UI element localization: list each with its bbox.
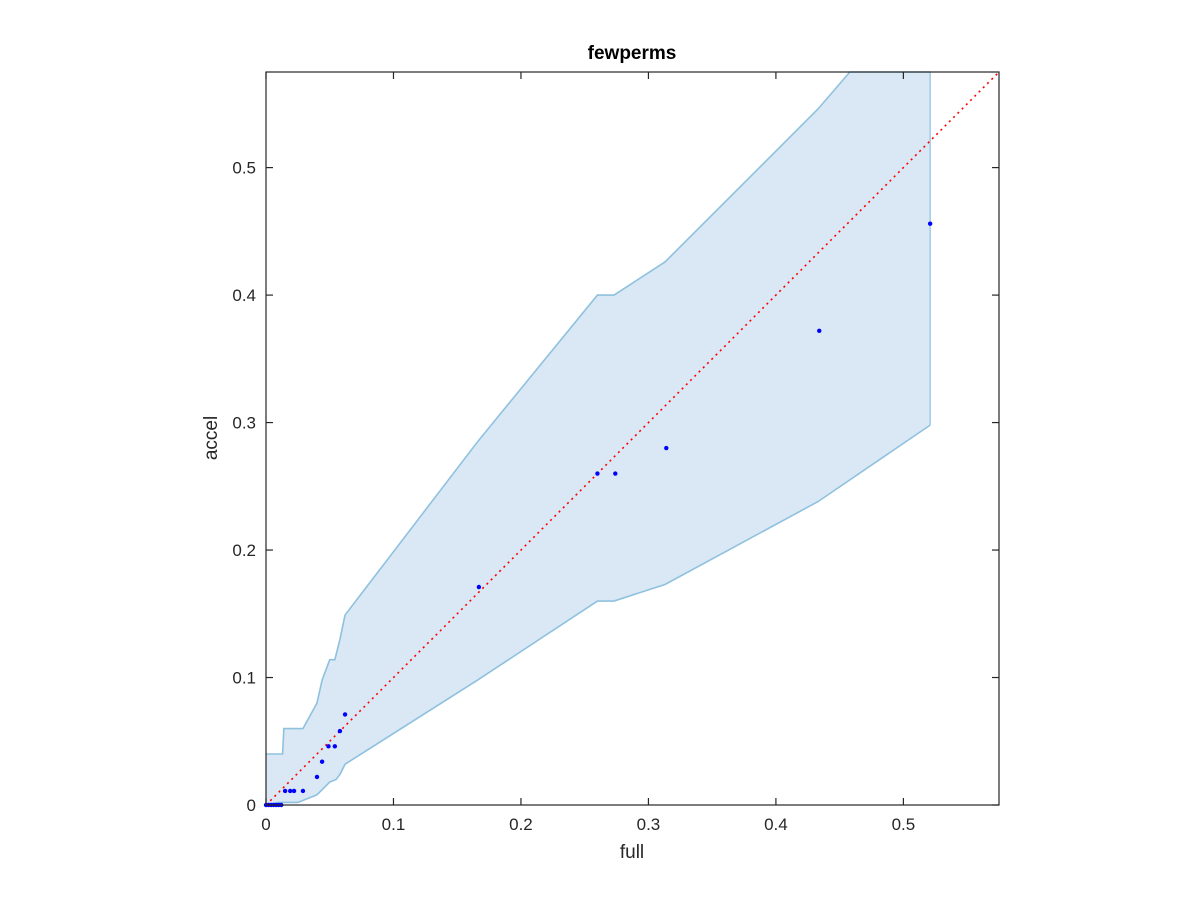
y-axis-title: accel (201, 416, 222, 460)
x-tick-label: 0.4 (764, 815, 788, 834)
confidence-band-upper-edge (266, 71, 931, 755)
x-tick-label: 0.2 (509, 815, 533, 834)
data-point (291, 788, 297, 794)
y-tick-label: 0.3 (232, 414, 256, 433)
data-point (476, 584, 482, 590)
confidence-band-fill (266, 72, 931, 805)
y-tick-label: 0.1 (232, 669, 256, 688)
x-tick-label: 0.5 (892, 815, 916, 834)
confidence-band-layer (265, 71, 931, 806)
data-points-layer (263, 221, 933, 808)
y-tick-label: 0 (247, 796, 256, 815)
data-point (288, 788, 293, 794)
data-point (314, 774, 320, 780)
x-tick-label: 0 (261, 815, 270, 834)
data-point (326, 744, 331, 749)
data-point (817, 328, 822, 333)
x-axis-ticks: 0 0.1 0.2 0.3 0.4 0.5 (261, 72, 915, 834)
data-point (595, 471, 600, 476)
x-tick-label: 0.1 (382, 815, 406, 834)
y-tick-label: 0.2 (232, 541, 256, 560)
data-point (664, 445, 669, 451)
data-point (282, 788, 288, 794)
data-point (613, 471, 618, 476)
axes-box (265, 71, 1000, 806)
data-point (337, 728, 343, 734)
data-point (300, 788, 306, 794)
x-axis-title: full (620, 842, 644, 863)
x-tick-label: 0.3 (637, 815, 661, 834)
data-point (319, 759, 325, 764)
y-axis-ticks: 0 0.1 0.2 0.3 0.4 0.5 (232, 159, 999, 815)
data-point (342, 712, 348, 717)
y-tick-label: 0.4 (232, 286, 256, 305)
data-point (332, 744, 338, 749)
data-point (927, 221, 933, 226)
chart-title: fewperms (588, 43, 677, 64)
y-tick-label: 0.5 (232, 159, 256, 178)
confidence-band-lower-edge (265, 424, 931, 806)
